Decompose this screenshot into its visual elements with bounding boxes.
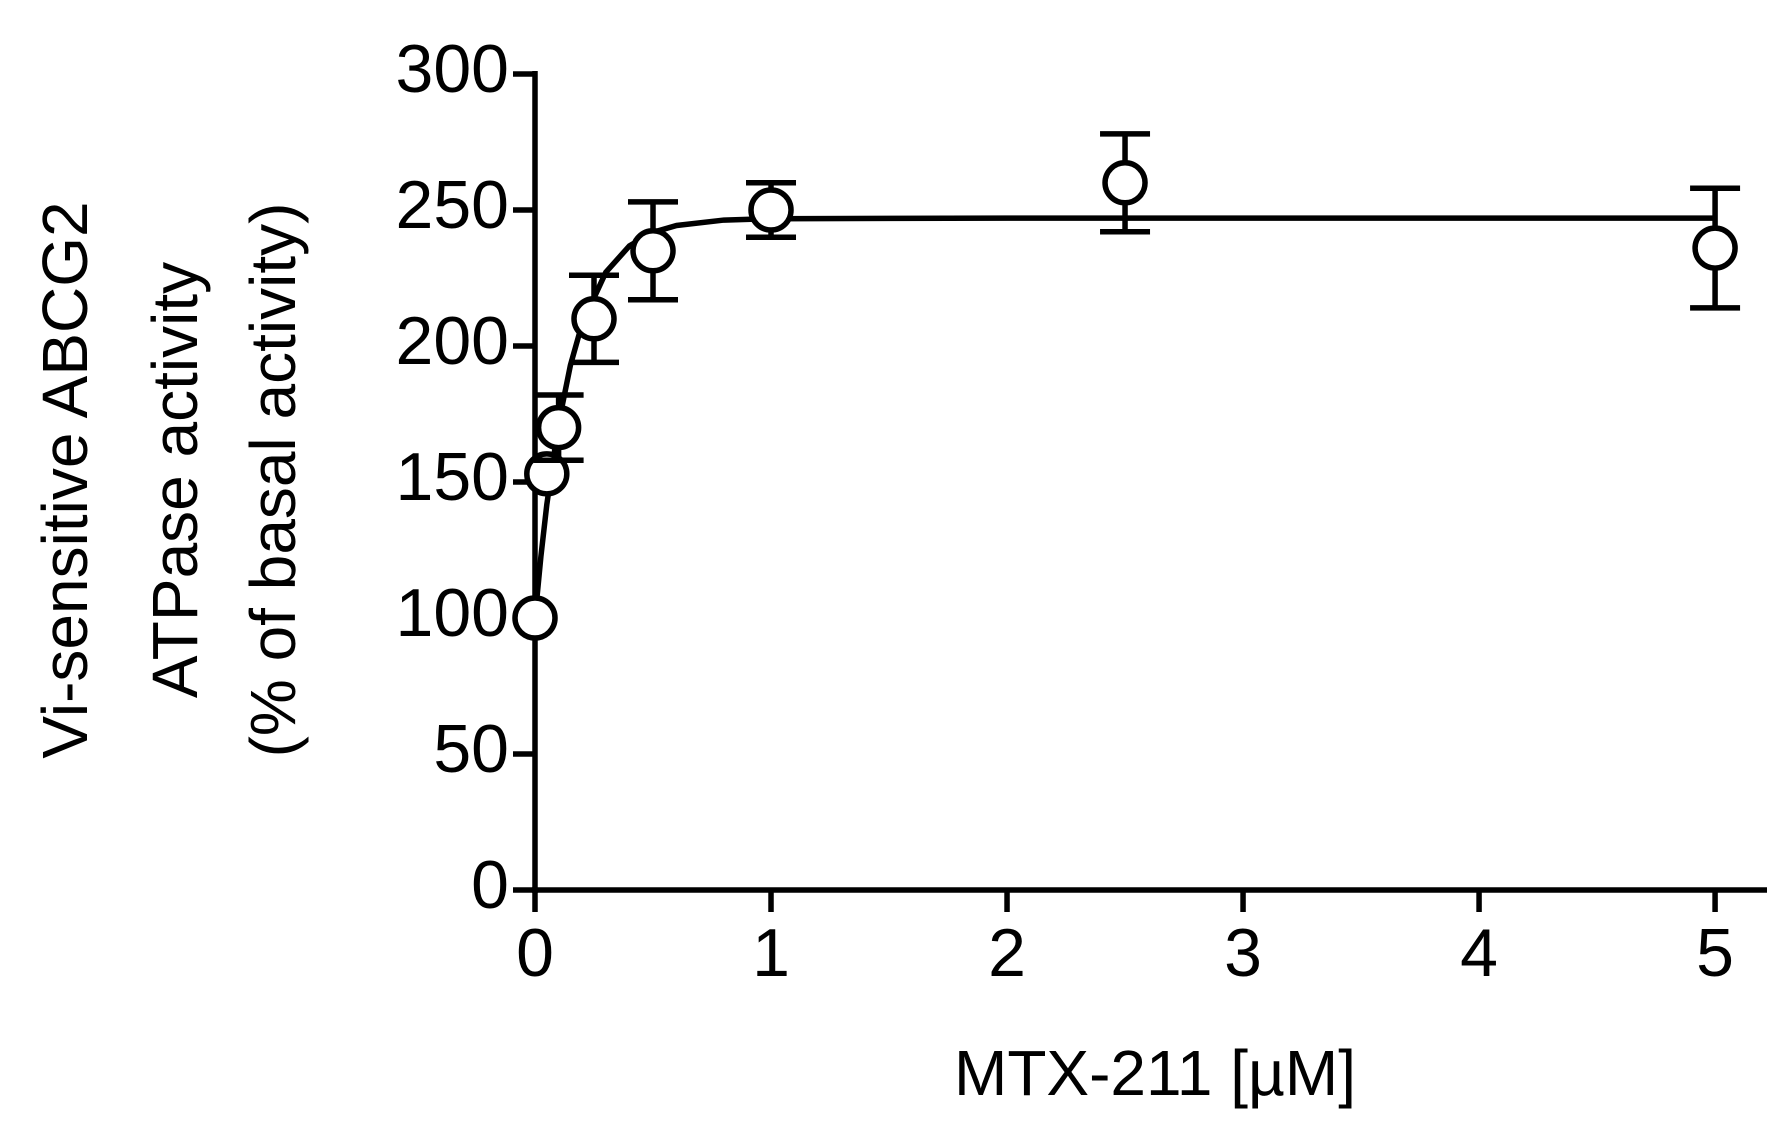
data-point: [748, 187, 794, 233]
x-axis-title: MTX-211 [µM]: [954, 1037, 1356, 1109]
y-title-2: ATPase activity: [139, 262, 211, 698]
y-tick-label: 250: [396, 167, 509, 243]
x-tick-label: 0: [516, 915, 554, 991]
y-title-1: Vi-sensitive ABCG2: [29, 201, 101, 758]
fit-curve: [532, 215, 1716, 619]
y-tick-label: 200: [396, 303, 509, 379]
x-tick-label: 4: [1460, 915, 1498, 991]
x-tick-label: 1: [752, 915, 790, 991]
y-axis-title: (% of basal activity): [237, 203, 309, 758]
y-title-3: (% of basal activity): [237, 203, 309, 758]
y-tick-label: 300: [396, 31, 509, 107]
y-tick-label: 150: [396, 439, 509, 515]
y-tick-label: 0: [471, 847, 509, 923]
data-point: [630, 228, 676, 274]
y-axis-title: ATPase activity: [139, 262, 211, 698]
data-point: [512, 595, 558, 641]
x-tick-label: 5: [1696, 915, 1734, 991]
data-point: [1102, 160, 1148, 206]
data-point: [524, 451, 570, 497]
y-tick-label: 100: [396, 575, 509, 651]
y-axis-title: Vi-sensitive ABCG2: [29, 201, 101, 758]
data-point: [535, 404, 582, 451]
x-tick-label: 2: [988, 915, 1026, 991]
y-tick-label: 50: [433, 711, 509, 787]
x-tick-label: 3: [1224, 915, 1262, 991]
data-point: [1692, 225, 1738, 271]
data-point: [571, 296, 617, 342]
